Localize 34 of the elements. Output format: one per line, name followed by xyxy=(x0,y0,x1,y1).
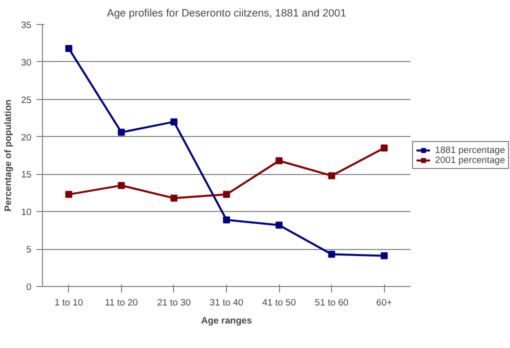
y-axis-title: Percentage of population xyxy=(3,99,14,212)
y-tick-label: 30 xyxy=(21,57,32,68)
x-tick-label: 31 to 40 xyxy=(210,298,244,308)
legend-label: 2001 percentage xyxy=(435,155,506,165)
point xyxy=(276,157,283,164)
point xyxy=(170,194,178,202)
legend-label: 1881 percentage xyxy=(435,145,506,155)
x-tick-label: 60+ xyxy=(376,298,392,308)
y-tick-label: 5 xyxy=(26,244,32,255)
x-axis-title: Age ranges xyxy=(201,316,252,326)
y-tick-label: 15 xyxy=(21,170,32,180)
x-tick-label: 11 to 20 xyxy=(104,298,138,308)
point xyxy=(328,250,336,258)
point xyxy=(65,44,72,52)
point xyxy=(65,190,72,198)
chart-title: Age profiles for Deseronto ciitzens, 1881 and 2001 xyxy=(106,8,346,20)
x-tick-label: 21 to 30 xyxy=(157,298,191,308)
y-tick-label: 10 xyxy=(21,207,32,218)
point xyxy=(223,216,230,224)
x-tick-label: 1 to 10 xyxy=(54,298,84,308)
y-tick-label: 25 xyxy=(21,94,32,105)
point xyxy=(380,252,388,260)
y-tick-label: 20 xyxy=(21,132,32,142)
point xyxy=(118,182,125,189)
point xyxy=(118,128,125,136)
point xyxy=(380,144,388,152)
point xyxy=(170,118,178,126)
x-tick-label: 41 to 50 xyxy=(262,298,296,308)
y-tick-label: 35 xyxy=(21,20,32,30)
x-tick-label: 51 to 60 xyxy=(314,298,349,308)
point xyxy=(276,222,283,229)
point xyxy=(328,172,336,180)
point xyxy=(223,190,230,198)
y-tick-label: 0 xyxy=(26,282,32,292)
